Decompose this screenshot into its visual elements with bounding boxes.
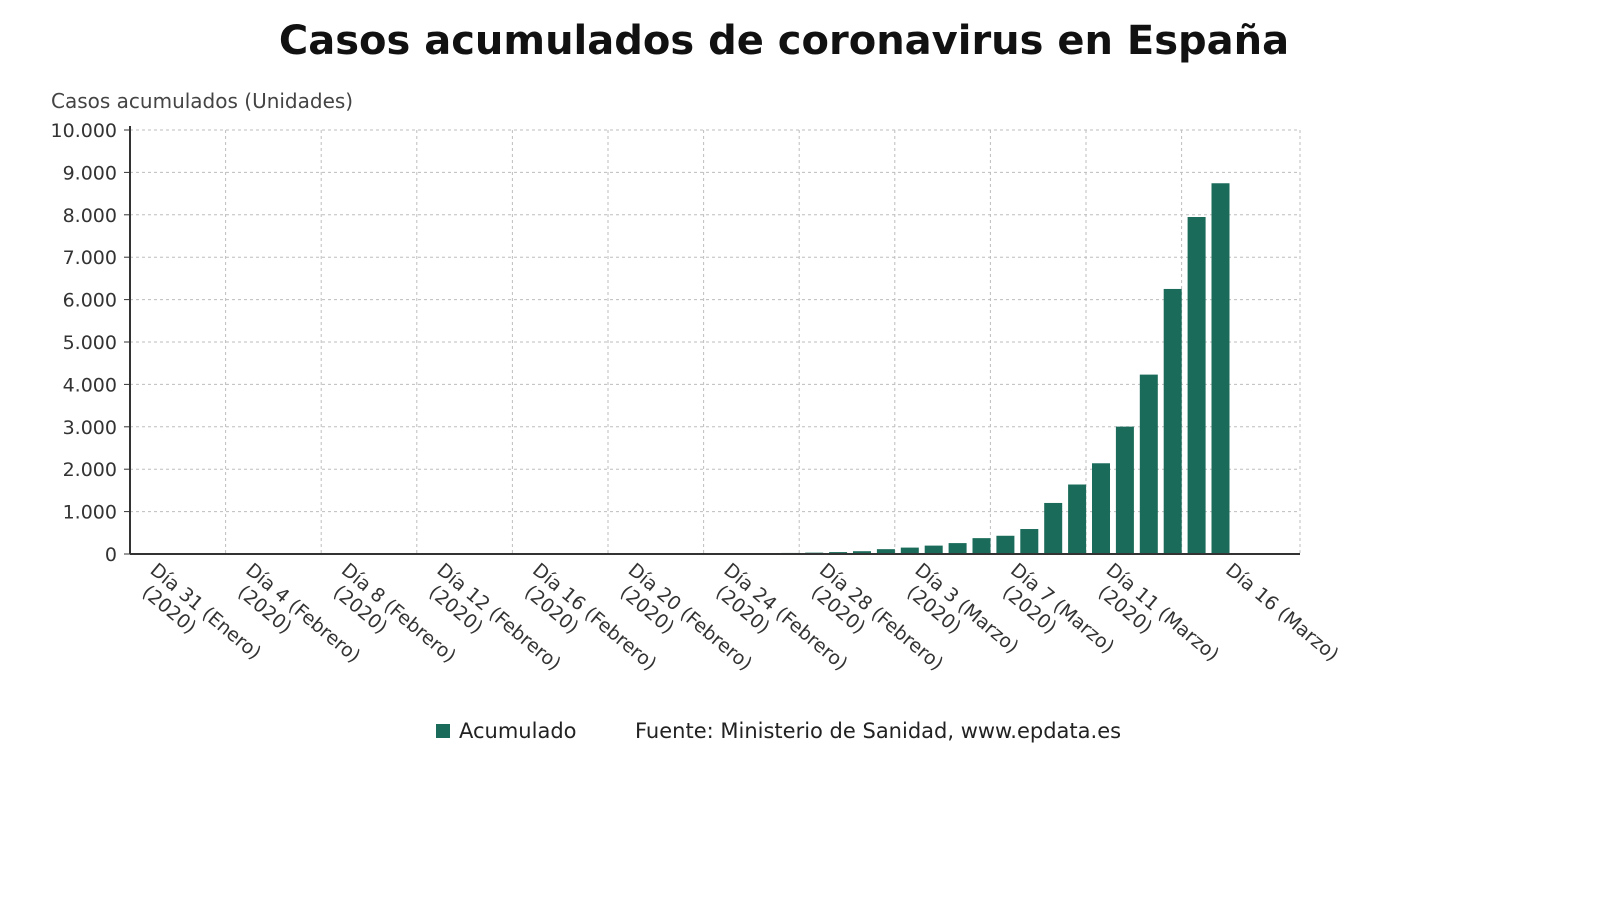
bar xyxy=(996,535,1015,554)
bar xyxy=(900,547,919,554)
y-tick-label: 1.000 xyxy=(63,502,117,524)
bar xyxy=(924,545,943,554)
bar xyxy=(1187,217,1206,554)
y-tick-label: 0 xyxy=(105,544,117,566)
y-tick-label: 8.000 xyxy=(63,205,117,227)
y-tick-label: 3.000 xyxy=(63,417,117,439)
axes xyxy=(129,126,1300,555)
legend-swatch xyxy=(436,724,450,738)
bar xyxy=(972,538,991,554)
bar xyxy=(1020,529,1039,554)
y-axis-ticks: 0 1.000 2.000 3.000 4.000 5.000 6.000 7.000 8.00… xyxy=(51,120,130,566)
bars xyxy=(136,183,1230,554)
bar xyxy=(1115,426,1134,554)
y-tick-label: 4.000 xyxy=(63,374,117,396)
bar xyxy=(853,551,871,554)
x-tick-label-line: Día 16 (Marzo) xyxy=(1221,559,1342,666)
bar xyxy=(1092,463,1110,554)
x-axis-ticks: Día 31 (Enero)(2020) Día 4 (Febrero)(2020… xyxy=(138,559,1343,675)
y-tick-label: 9.000 xyxy=(63,162,117,184)
y-tick-label: 7.000 xyxy=(63,247,117,269)
y-tick-label: 5.000 xyxy=(63,332,117,354)
bar xyxy=(948,543,967,554)
bar xyxy=(1211,183,1230,554)
bar xyxy=(1068,484,1087,554)
legend-label: Acumulado xyxy=(459,719,577,743)
bar xyxy=(1163,288,1182,554)
y-axis-label: Casos acumulados (Unidades) xyxy=(51,89,353,113)
bar xyxy=(1139,374,1158,554)
x-tick-label: Día 7 (Marzo)(2020) xyxy=(998,559,1118,658)
x-tick-label: Día 11 (Marzo)(2020) xyxy=(1094,559,1223,666)
bar xyxy=(1044,502,1063,554)
legend: Acumulado xyxy=(436,719,577,743)
bar xyxy=(876,549,895,554)
y-tick-label: 10.000 xyxy=(51,120,117,142)
x-tick-label: Día 16 (Marzo) xyxy=(1221,559,1342,666)
y-tick-label: 6.000 xyxy=(63,290,117,312)
source-note: Fuente: Ministerio de Sanidad, www.epdat… xyxy=(635,719,1121,743)
y-tick-label: 2.000 xyxy=(63,459,117,481)
chart-title: Casos acumulados de coronavirus en Españ… xyxy=(279,18,1289,64)
